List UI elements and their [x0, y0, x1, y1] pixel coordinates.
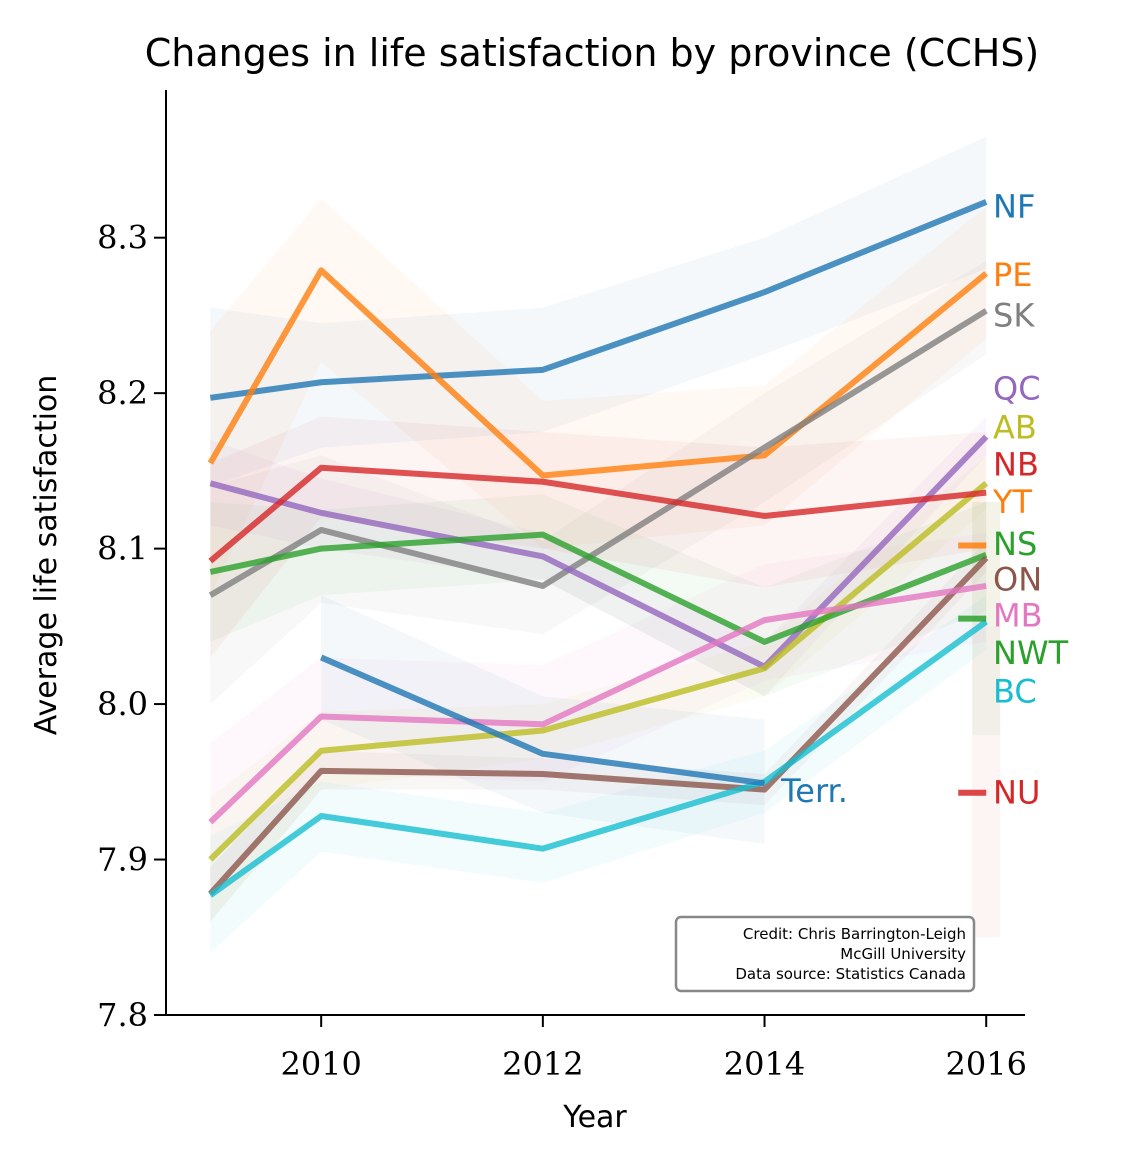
label-ns: NS — [993, 525, 1037, 563]
y-axis-label: Average life satisfaction — [29, 375, 64, 736]
credit-line-1: McGill University — [840, 945, 966, 963]
x-axis-label: Year — [562, 1100, 627, 1135]
label-terr: Terr. — [780, 772, 848, 810]
y-tick-label-1: 7.9 — [97, 841, 148, 879]
y-tick-label-4: 8.2 — [97, 374, 148, 412]
x-tick-label-2: 2014 — [724, 1045, 805, 1083]
label-nwt: NWT — [993, 634, 1069, 672]
label-mb: MB — [993, 596, 1043, 634]
label-pe: PE — [993, 256, 1033, 294]
credit-box: Credit: Chris Barrington-Leigh McGill Uni… — [676, 917, 974, 991]
label-bc: BC — [993, 673, 1037, 711]
x-tick-label-1: 2012 — [502, 1045, 583, 1083]
label-nb: NB — [993, 446, 1039, 484]
label-nu: NU — [993, 774, 1040, 812]
credit-line-0: Credit: Chris Barrington-Leigh — [743, 925, 966, 943]
y-tick-label-2: 8.0 — [97, 685, 148, 723]
label-ab: AB — [993, 408, 1037, 446]
x-tick-label-3: 2016 — [945, 1045, 1026, 1083]
y-tick-label-5: 8.3 — [97, 219, 148, 257]
label-on: ON — [993, 561, 1042, 599]
label-qc: QC — [993, 369, 1041, 407]
y-tick-label-0: 7.8 — [97, 996, 148, 1034]
y-tick-label-3: 8.1 — [97, 530, 148, 568]
label-sk: SK — [993, 296, 1035, 334]
x-tick-label-0: 2010 — [280, 1045, 361, 1083]
label-nf: NF — [993, 188, 1035, 226]
chart-title: Changes in life satisfaction by province… — [145, 31, 1040, 75]
credit-line-2: Data source: Statistics Canada — [735, 965, 966, 983]
label-yt: YT — [992, 483, 1033, 521]
